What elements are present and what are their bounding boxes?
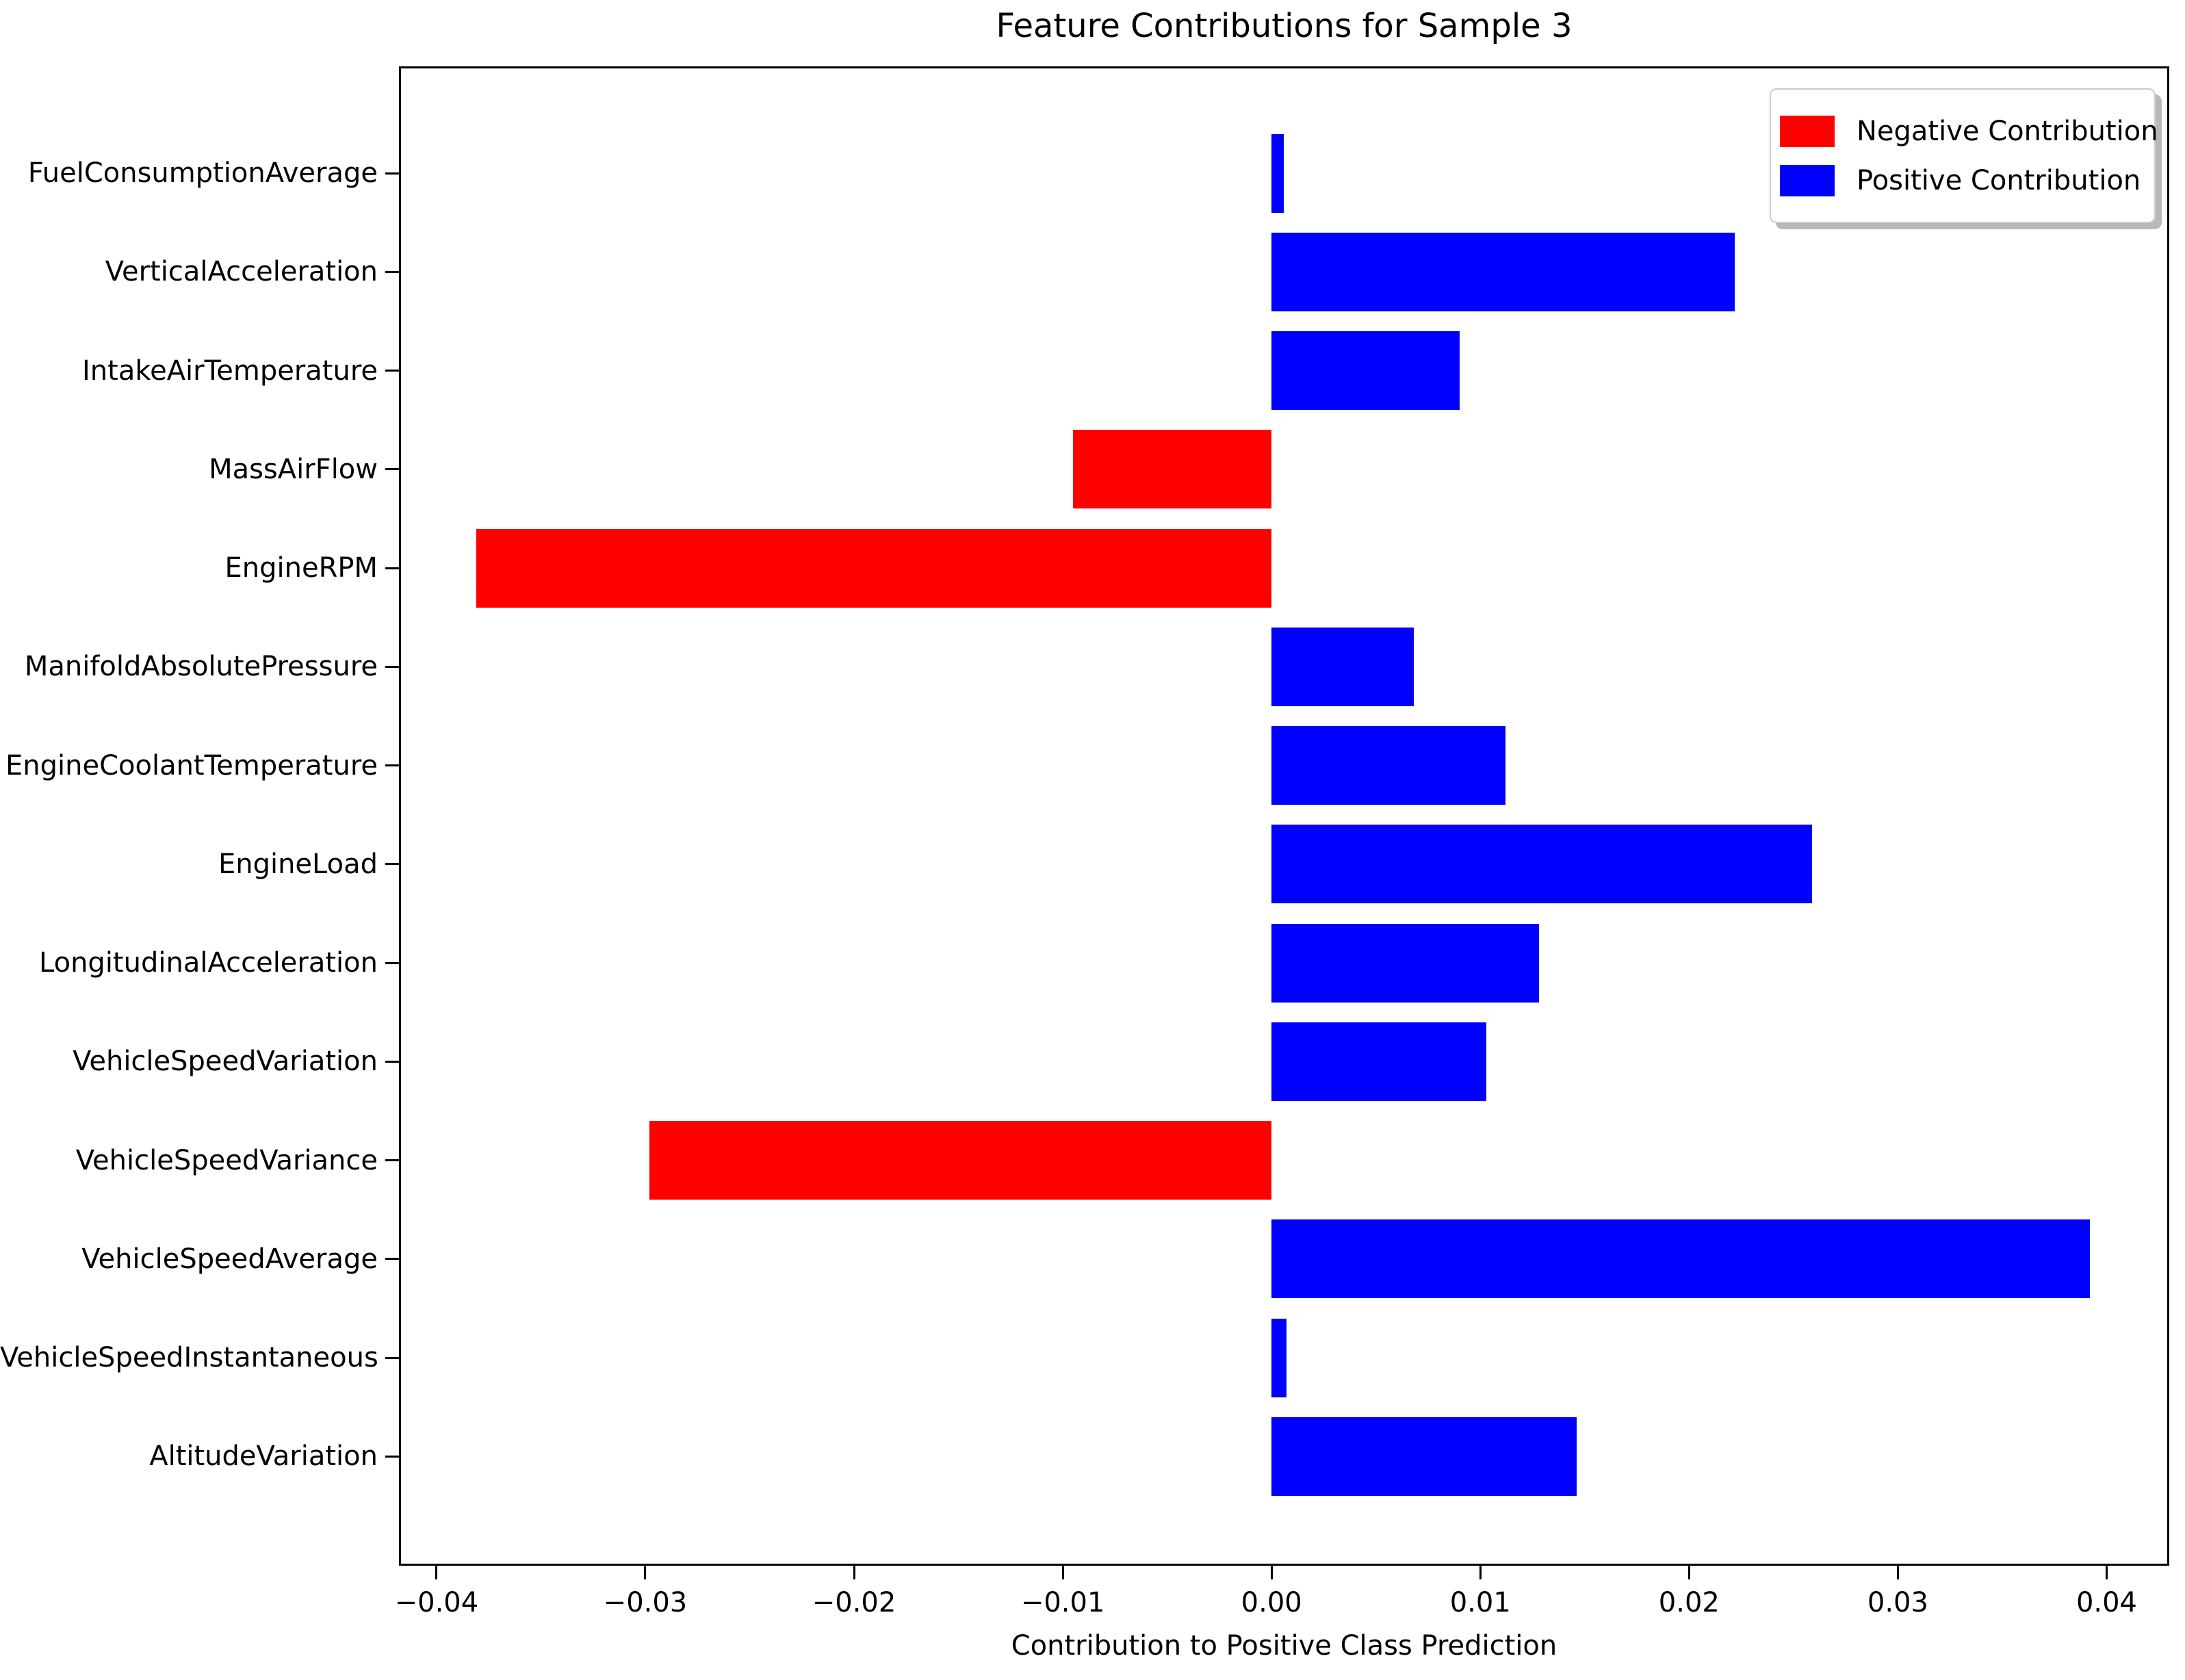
y-tick-FuelConsumptionAverage (385, 172, 399, 175)
y-tick-label-FuelConsumptionAverage: FuelConsumptionAverage (27, 157, 378, 189)
x-tick-label-−0.03: −0.03 (603, 1587, 688, 1618)
y-tick-label-EngineCoolantTemperature: EngineCoolantTemperature (5, 749, 378, 781)
x-tick-0.01 (1479, 1566, 1482, 1579)
bar-EngineCoolantTemperature (1271, 726, 1505, 805)
y-tick-label-VehicleSpeedInstantaneous: VehicleSpeedInstantaneous (0, 1342, 378, 1373)
y-tick-VehicleSpeedInstantaneous (385, 1356, 399, 1359)
y-tick-VehicleSpeedAverage (385, 1258, 399, 1261)
x-tick-−0.04 (435, 1566, 438, 1579)
x-axis-label: Contribution to Positive Class Predictio… (1011, 1630, 1557, 1662)
y-tick-label-EngineLoad: EngineLoad (218, 848, 378, 880)
bar-ManifoldAbsolutePressure (1271, 627, 1414, 706)
x-tick-label-0.03: 0.03 (1867, 1587, 1928, 1618)
x-tick-0.03 (1896, 1566, 1899, 1579)
bar-EngineLoad (1271, 825, 1813, 904)
bar-LongitudinalAcceleration (1271, 923, 1539, 1003)
y-tick-VehicleSpeedVariation (385, 1060, 399, 1063)
x-tick-−0.02 (853, 1566, 855, 1579)
bar-VehicleSpeedInstantaneous (1271, 1318, 1287, 1397)
y-tick-label-VehicleSpeedAverage: VehicleSpeedAverage (81, 1243, 378, 1275)
y-tick-label-VerticalAcceleration: VerticalAcceleration (105, 256, 378, 288)
y-tick-label-MassAirFlow: MassAirFlow (209, 453, 378, 485)
y-tick-label-EngineRPM: EngineRPM (224, 552, 378, 584)
y-tick-EngineCoolantTemperature (385, 764, 399, 766)
x-tick-0.04 (2105, 1566, 2108, 1579)
x-tick-−0.03 (644, 1566, 647, 1579)
y-tick-label-ManifoldAbsolutePressure: ManifoldAbsolutePressure (24, 651, 378, 683)
x-tick-−0.01 (1061, 1566, 1064, 1579)
x-tick-0.02 (1688, 1566, 1690, 1579)
x-tick-label-−0.01: −0.01 (1020, 1587, 1105, 1618)
y-tick-EngineRPM (385, 567, 399, 569)
legend: Negative Contribution Positive Contribut… (1770, 88, 2158, 223)
x-tick-label-0.00: 0.00 (1241, 1587, 1302, 1618)
y-tick-label-VehicleSpeedVariance: VehicleSpeedVariance (75, 1144, 378, 1176)
y-tick-VerticalAcceleration (385, 270, 399, 273)
legend-label-negative: Negative Contribution (1857, 115, 2158, 147)
y-tick-LongitudinalAcceleration (385, 961, 399, 964)
plot-frame (399, 66, 2169, 1566)
y-tick-MassAirFlow (385, 468, 399, 471)
bar-VehicleSpeedVariance (649, 1121, 1272, 1200)
x-tick-label-−0.04: −0.04 (394, 1587, 479, 1618)
legend-label-positive: Positive Contribution (1857, 164, 2141, 196)
x-tick-label-−0.02: −0.02 (812, 1587, 896, 1618)
y-tick-label-AltitudeVariation: AltitudeVariation (149, 1440, 378, 1473)
bar-MassAirFlow (1073, 430, 1272, 509)
x-tick-label-0.01: 0.01 (1449, 1587, 1511, 1618)
x-tick-label-0.04: 0.04 (2076, 1587, 2137, 1618)
bar-AltitudeVariation (1271, 1417, 1577, 1496)
legend-item-negative: Negative Contribution (1780, 115, 2158, 147)
chart-title: Feature Contributions for Sample 3 (996, 7, 1573, 45)
y-tick-IntakeAirTemperature (385, 370, 399, 372)
y-tick-label-IntakeAirTemperature: IntakeAirTemperature (82, 354, 378, 387)
y-tick-EngineLoad (385, 863, 399, 866)
bar-VehicleSpeedAverage (1271, 1219, 2091, 1299)
x-tick-0.00 (1270, 1566, 1273, 1579)
y-tick-label-LongitudinalAcceleration: LongitudinalAcceleration (39, 947, 378, 979)
y-tick-ManifoldAbsolutePressure (385, 665, 399, 668)
bar-EngineRPM (476, 528, 1272, 608)
bar-FuelConsumptionAverage (1271, 133, 1284, 213)
bar-IntakeAirTemperature (1271, 331, 1460, 410)
x-tick-label-0.02: 0.02 (1658, 1587, 1720, 1618)
legend-item-positive: Positive Contribution (1780, 164, 2154, 196)
y-tick-label-VehicleSpeedVariation: VehicleSpeedVariation (73, 1046, 378, 1078)
y-tick-VehicleSpeedVariance (385, 1159, 399, 1161)
bar-VerticalAcceleration (1271, 232, 1735, 311)
legend-swatch-positive-icon (1780, 164, 1835, 196)
bar-VehicleSpeedVariation (1271, 1022, 1487, 1101)
y-tick-AltitudeVariation (385, 1455, 399, 1458)
legend-swatch-negative-icon (1780, 115, 1835, 147)
